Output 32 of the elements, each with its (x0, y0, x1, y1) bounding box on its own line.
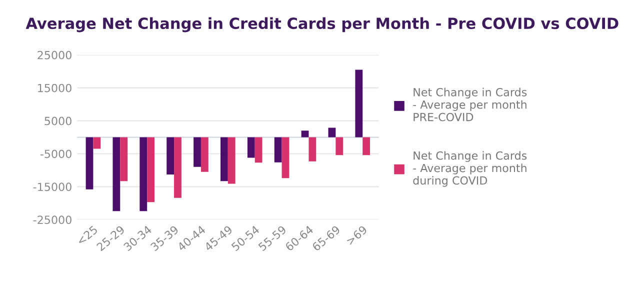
legend-label: Net Change in Cards - Average per month during COVID (413, 151, 527, 187)
bar (308, 137, 316, 162)
legend-label: Net Change in Cards - Average per month PRE-COVID (413, 88, 527, 122)
bar (254, 137, 262, 163)
bar (200, 137, 208, 172)
bar (336, 137, 344, 156)
y-tick-label: 5000 (44, 116, 72, 126)
bar (86, 137, 94, 190)
y-tick-label: 25000 (38, 50, 72, 60)
bar (282, 137, 290, 178)
x-tick-label: <25 (76, 225, 98, 246)
bar (93, 137, 101, 149)
bar (362, 137, 370, 156)
bar (355, 70, 363, 138)
bar (228, 137, 236, 184)
y-tick-label: -25000 (33, 216, 72, 224)
bar (147, 137, 154, 202)
bar (120, 137, 128, 182)
chart-title: Average Net Change in Credit Cards per Month - Pre COVID vs COVID (26, 17, 618, 32)
bar (194, 137, 201, 167)
bar (112, 137, 120, 212)
bar (174, 137, 182, 198)
bar (166, 137, 174, 175)
y-tick-label: -5000 (40, 150, 72, 158)
y-tick-label: -15000 (33, 182, 72, 192)
y-tick-label: 15000 (38, 84, 72, 92)
bar (274, 137, 282, 162)
bar (140, 137, 148, 212)
bar (328, 128, 336, 138)
bar (301, 130, 309, 138)
bar (220, 137, 228, 182)
bar (247, 137, 255, 158)
